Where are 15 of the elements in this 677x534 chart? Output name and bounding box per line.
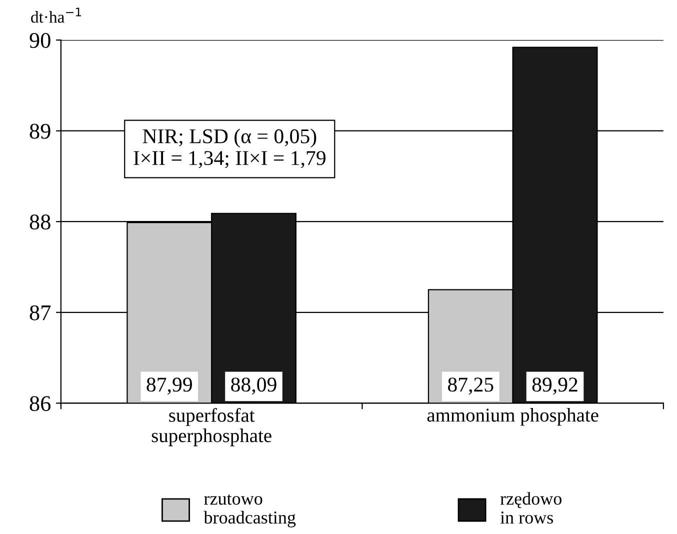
data-label: 89,92 (532, 378, 578, 395)
annotation: NIR; LSD (α = 0,05) I×II = 1,34; II×I = 1,79 (134, 128, 326, 168)
y-tick-label: 87 (30, 305, 51, 320)
data-label: 88,09 (231, 378, 276, 395)
legend-label: rzędowo in rows (500, 492, 562, 524)
y-tick-label: 90 (30, 32, 50, 48)
x-tick-label: ammonium phosphate (427, 408, 598, 426)
x-tick-label: superfosfat superphosphate (152, 408, 272, 446)
y-tick-label: 89 (30, 124, 50, 139)
y-tick-label: 86 (30, 396, 51, 412)
data-label: 87,99 (146, 378, 192, 395)
y-axis-title: dt·ha$^{−1}$ (31, 8, 81, 23)
legend-label: rzutowo broadcasting (204, 494, 296, 528)
data-label: 87,25 (448, 378, 494, 395)
y-tick-label: 88 (30, 214, 50, 230)
